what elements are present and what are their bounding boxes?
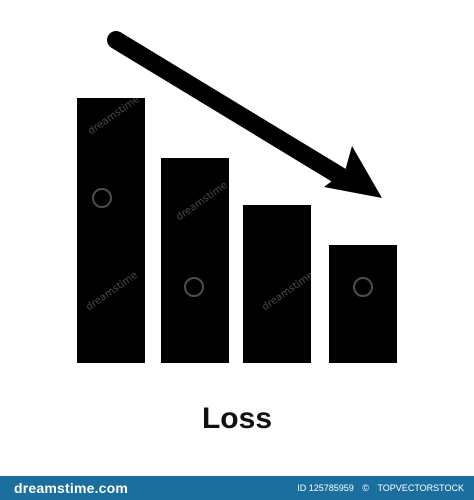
icon-caption: Loss (201, 402, 273, 435)
image-id: ID 125785959 (297, 483, 354, 493)
bar-3 (243, 205, 311, 363)
watermark-logo-icon (184, 277, 204, 297)
watermark-logo-icon (353, 277, 373, 297)
bar-4 (329, 245, 397, 363)
watermark-logo-icon (92, 188, 112, 208)
author-name: TOPVECTORSTOCK (377, 483, 464, 493)
copyright-symbol: © (362, 483, 369, 493)
bar-2 (161, 158, 229, 363)
footer-brand: dreamstime.com (14, 480, 129, 496)
bar-1 (77, 98, 145, 363)
footer-credit: ID 125785959 © TOPVECTORSTOCK (291, 483, 464, 493)
footer-bar: dreamstime.com ID 125785959 © TOPVECTORS… (0, 476, 474, 500)
